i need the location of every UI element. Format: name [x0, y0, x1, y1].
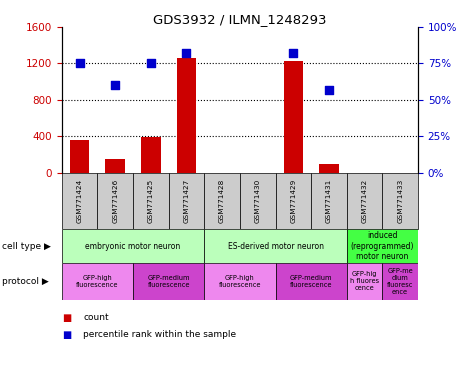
Point: [182, 50, 190, 56]
Text: GFP-high
fluorescence: GFP-high fluorescence: [218, 275, 261, 288]
Bar: [347, 173, 382, 229]
Text: percentile rank within the sample: percentile rank within the sample: [83, 330, 236, 339]
Bar: [105, 159, 125, 173]
Text: GSM771427: GSM771427: [183, 179, 190, 223]
Text: GSM771425: GSM771425: [148, 179, 154, 223]
Bar: [276, 263, 347, 300]
Bar: [284, 61, 303, 173]
Text: protocol ▶: protocol ▶: [2, 277, 49, 286]
Text: GSM771433: GSM771433: [397, 179, 403, 223]
Bar: [204, 173, 240, 229]
Text: GSM771428: GSM771428: [219, 179, 225, 223]
Text: ES-derived motor neuron: ES-derived motor neuron: [228, 242, 323, 251]
Text: count: count: [83, 313, 109, 322]
Bar: [133, 263, 204, 300]
Bar: [319, 164, 339, 173]
Text: GFP-medium
fluorescence: GFP-medium fluorescence: [290, 275, 332, 288]
Text: induced
(reprogrammed)
motor neuron: induced (reprogrammed) motor neuron: [351, 231, 414, 261]
Bar: [177, 58, 196, 173]
Bar: [141, 137, 161, 173]
Point: [76, 60, 84, 66]
Text: GSM771429: GSM771429: [290, 179, 296, 223]
Title: GDS3932 / ILMN_1248293: GDS3932 / ILMN_1248293: [153, 13, 327, 26]
Text: ■: ■: [62, 330, 71, 340]
Point: [147, 60, 155, 66]
Text: GFP-medium
fluorescence: GFP-medium fluorescence: [147, 275, 190, 288]
Bar: [204, 263, 276, 300]
Bar: [62, 229, 204, 263]
Text: GSM771430: GSM771430: [255, 179, 261, 223]
Bar: [276, 173, 311, 229]
Point: [289, 50, 297, 56]
Bar: [204, 229, 347, 263]
Bar: [70, 140, 89, 173]
Text: cell type ▶: cell type ▶: [2, 242, 51, 251]
Bar: [347, 263, 382, 300]
Bar: [169, 173, 204, 229]
Text: GSM771431: GSM771431: [326, 179, 332, 223]
Bar: [62, 263, 133, 300]
Bar: [382, 263, 418, 300]
Text: GSM771426: GSM771426: [112, 179, 118, 223]
Bar: [311, 173, 347, 229]
Bar: [347, 229, 418, 263]
Point: [111, 82, 119, 88]
Bar: [62, 173, 97, 229]
Text: GFP-me
dium
fluoresc
ence: GFP-me dium fluoresc ence: [387, 268, 413, 295]
Text: ■: ■: [62, 313, 71, 323]
Text: embryonic motor neuron: embryonic motor neuron: [86, 242, 180, 251]
Point: [325, 87, 332, 93]
Text: GFP-high
fluorescence: GFP-high fluorescence: [76, 275, 119, 288]
Bar: [240, 173, 276, 229]
Bar: [133, 173, 169, 229]
Text: GSM771424: GSM771424: [76, 179, 83, 223]
Bar: [97, 173, 133, 229]
Text: GSM771432: GSM771432: [361, 179, 368, 223]
Text: GFP-hig
h fluores
cence: GFP-hig h fluores cence: [350, 271, 379, 291]
Bar: [382, 173, 418, 229]
